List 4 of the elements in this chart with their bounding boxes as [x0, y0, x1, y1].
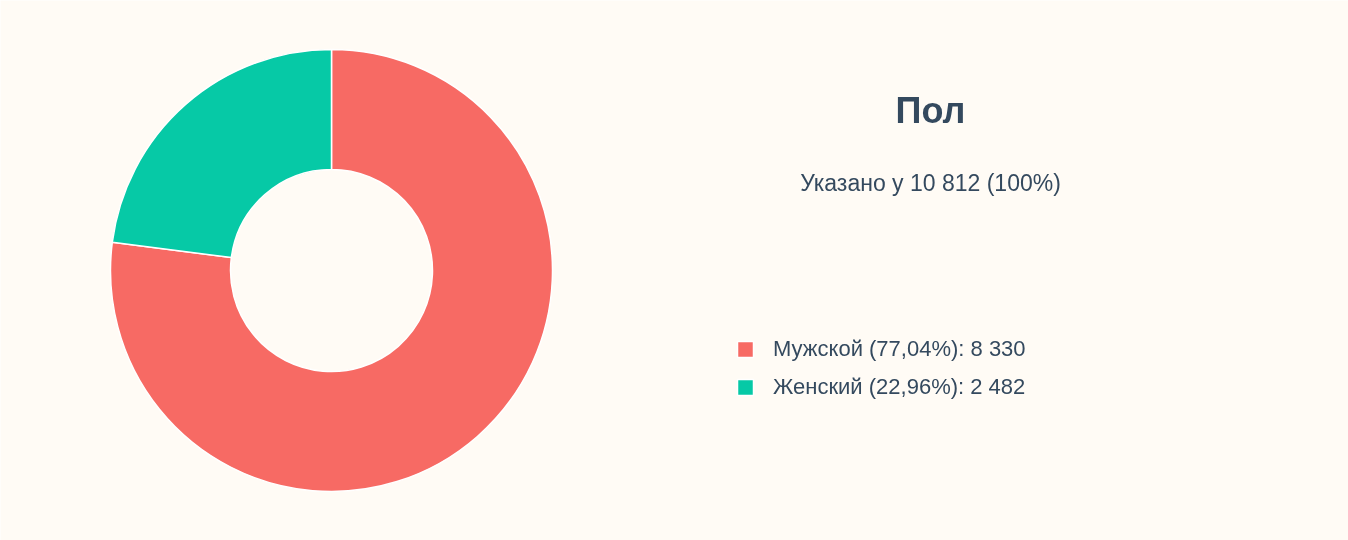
text: Указано у 10 812 (100%): [800, 169, 1061, 196]
legend-label: Мужской (77,04%): 8 330: [773, 336, 1026, 362]
text: Пол: [895, 89, 966, 131]
legend-label: Женский (22,96%): 2 482: [773, 374, 1026, 400]
